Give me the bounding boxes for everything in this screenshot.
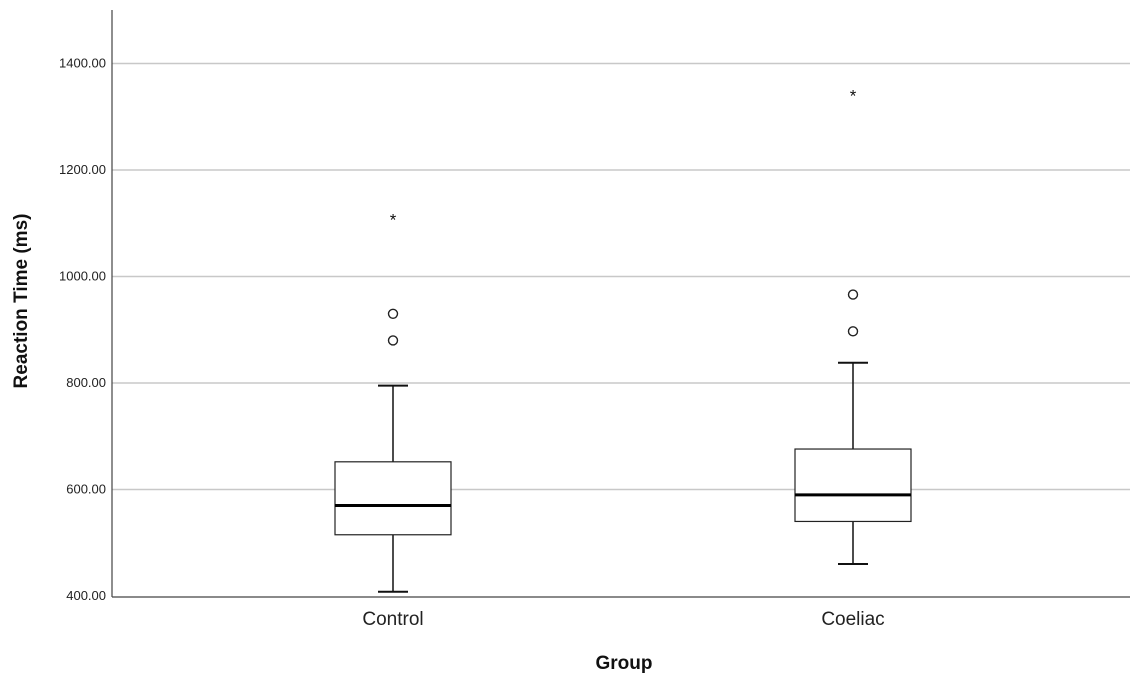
outlier-point (387, 335, 399, 346)
extreme-point: * (390, 211, 397, 230)
extreme-point: * (850, 86, 857, 105)
y-tick-label: 800.00 (66, 375, 106, 390)
y-tick-label: 1400.00 (59, 56, 106, 71)
box-control: * (334, 211, 452, 593)
interquartile-box (794, 448, 912, 523)
x-category-label: Coeliac (821, 609, 884, 630)
y-tick-label: 400.00 (66, 588, 106, 603)
x-axis-title: Group (596, 653, 653, 674)
y-tick-label: 1200.00 (59, 162, 106, 177)
box-coeliac: * (794, 86, 912, 566)
outlier-point (847, 326, 859, 337)
y-tick-label: 600.00 (66, 482, 106, 497)
outlier-point (387, 308, 399, 319)
y-tick-labels: 400.00 600.00 800.00 1000.00 1200.00 1400.00 (59, 56, 106, 604)
y-tick-label: 1000.00 (59, 269, 106, 284)
boxes: ** (334, 86, 912, 593)
axes (111, 10, 1130, 598)
interquartile-box (334, 461, 452, 536)
gridlines (112, 62, 1130, 491)
outlier-point (847, 289, 859, 300)
y-axis-title: Reaction Time (ms) (11, 214, 32, 389)
x-category-labels: Control Coeliac (362, 609, 884, 630)
x-category-label: Control (362, 609, 423, 630)
